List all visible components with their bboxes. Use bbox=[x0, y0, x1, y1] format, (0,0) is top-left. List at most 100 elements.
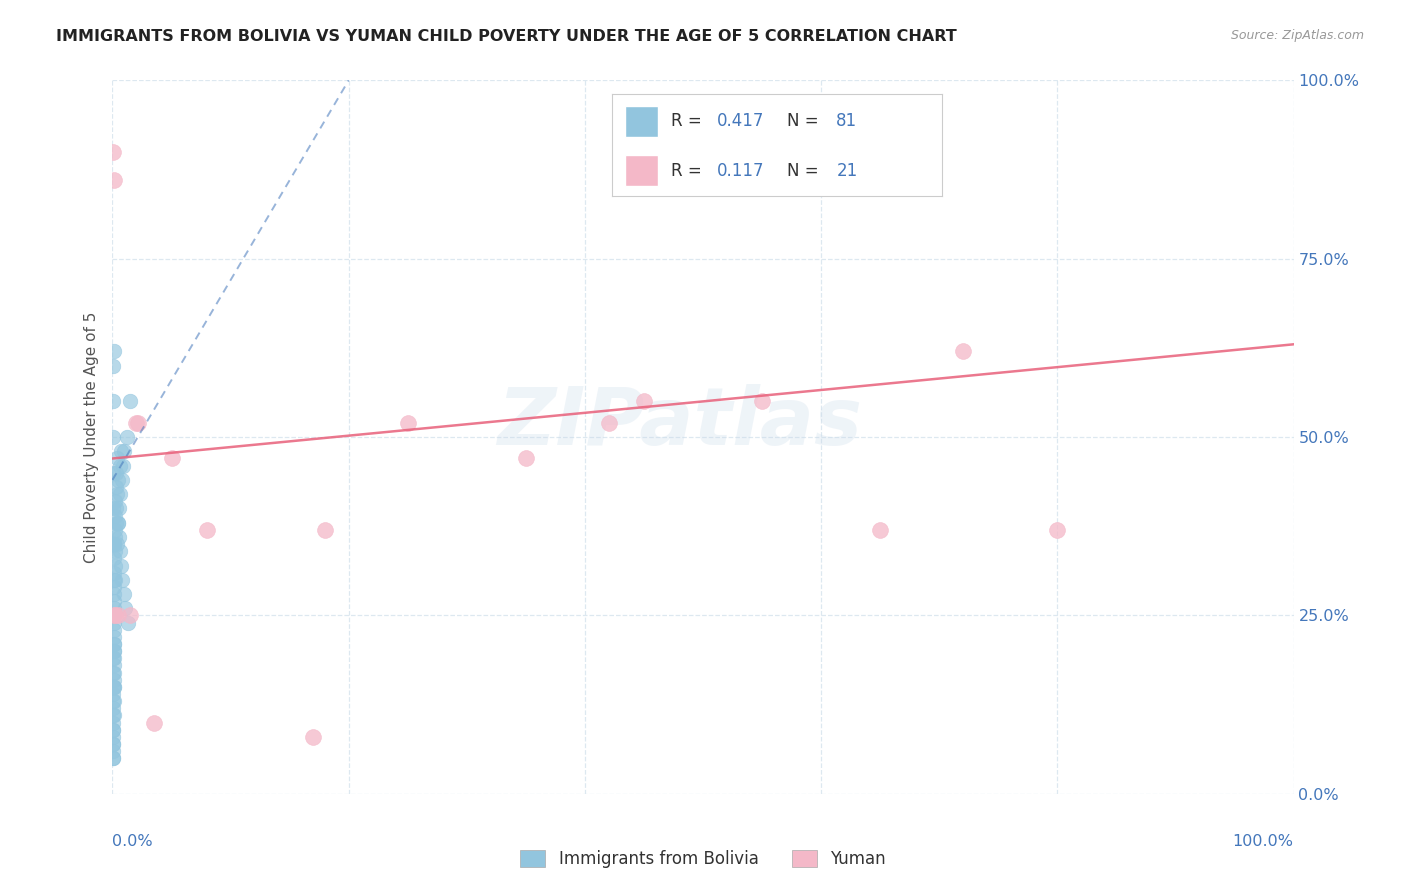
Point bbox=[101, 708, 124, 723]
Point bbox=[103, 551, 125, 566]
Point bbox=[103, 637, 125, 651]
Y-axis label: Child Poverty Under the Age of 5: Child Poverty Under the Age of 5 bbox=[84, 311, 100, 563]
Point bbox=[142, 715, 165, 730]
Point bbox=[107, 608, 129, 623]
Text: Source: ZipAtlas.com: Source: ZipAtlas.com bbox=[1230, 29, 1364, 42]
Point bbox=[103, 580, 125, 594]
Point bbox=[104, 530, 127, 544]
Point bbox=[125, 416, 148, 430]
Point bbox=[103, 608, 125, 623]
Point bbox=[103, 651, 125, 665]
Point bbox=[117, 615, 139, 630]
Point bbox=[103, 694, 125, 708]
Legend: Immigrants from Bolivia, Yuman: Immigrants from Bolivia, Yuman bbox=[513, 843, 893, 875]
Point bbox=[103, 537, 125, 551]
Point bbox=[103, 344, 125, 359]
Point bbox=[103, 466, 125, 480]
Point bbox=[103, 715, 125, 730]
Point bbox=[104, 508, 127, 523]
Text: 100.0%: 100.0% bbox=[1233, 834, 1294, 848]
Point bbox=[101, 730, 124, 744]
Point bbox=[103, 737, 125, 751]
Point bbox=[396, 416, 419, 430]
Point bbox=[515, 451, 537, 466]
Text: 21: 21 bbox=[837, 161, 858, 179]
Point bbox=[103, 701, 125, 715]
Point bbox=[101, 751, 124, 765]
Point bbox=[103, 145, 125, 159]
Point bbox=[107, 473, 129, 487]
Point bbox=[103, 594, 125, 608]
Point bbox=[103, 501, 125, 516]
Point bbox=[103, 673, 125, 687]
Point bbox=[103, 708, 125, 723]
Point bbox=[108, 501, 131, 516]
Point bbox=[101, 737, 124, 751]
Point bbox=[103, 687, 125, 701]
Point bbox=[103, 537, 125, 551]
Point bbox=[104, 523, 127, 537]
Point bbox=[314, 523, 336, 537]
Point bbox=[869, 523, 891, 537]
Point bbox=[101, 359, 124, 373]
Bar bbox=[624, 106, 658, 136]
Point bbox=[103, 630, 125, 644]
Point bbox=[105, 501, 128, 516]
Point bbox=[1046, 523, 1069, 537]
Point bbox=[103, 651, 125, 665]
Point bbox=[101, 751, 124, 765]
Text: 0.117: 0.117 bbox=[717, 161, 765, 179]
Point bbox=[103, 615, 125, 630]
Point bbox=[120, 608, 142, 623]
Point bbox=[103, 573, 125, 587]
Point bbox=[104, 494, 127, 508]
Point bbox=[108, 487, 131, 501]
Point bbox=[104, 516, 127, 530]
Point bbox=[103, 665, 125, 680]
Point bbox=[160, 451, 183, 466]
Point bbox=[112, 587, 135, 601]
Point bbox=[110, 558, 132, 573]
Point bbox=[120, 394, 142, 409]
Point bbox=[101, 723, 124, 737]
Point bbox=[103, 680, 125, 694]
Point bbox=[103, 744, 125, 758]
Bar bbox=[624, 155, 658, 186]
Text: 0.417: 0.417 bbox=[717, 112, 765, 130]
Point bbox=[103, 658, 125, 673]
Point bbox=[105, 451, 128, 466]
Point bbox=[105, 487, 128, 501]
Point bbox=[103, 723, 125, 737]
Point bbox=[111, 473, 134, 487]
Text: R =: R = bbox=[671, 161, 702, 179]
Point bbox=[114, 601, 136, 615]
Point bbox=[103, 644, 125, 658]
Point bbox=[127, 416, 149, 430]
Point bbox=[111, 573, 134, 587]
Point bbox=[107, 516, 129, 530]
Point bbox=[103, 587, 125, 601]
Point bbox=[952, 344, 974, 359]
Point bbox=[302, 730, 325, 744]
Point bbox=[103, 623, 125, 637]
Point bbox=[103, 665, 125, 680]
Point bbox=[103, 608, 125, 623]
Point bbox=[101, 430, 124, 444]
Point bbox=[598, 416, 620, 430]
Point bbox=[104, 480, 127, 494]
Text: ZIPatlas: ZIPatlas bbox=[496, 384, 862, 462]
Point bbox=[115, 430, 138, 444]
Text: 81: 81 bbox=[837, 112, 858, 130]
Point bbox=[107, 530, 129, 544]
Point bbox=[112, 444, 135, 458]
Text: R =: R = bbox=[671, 112, 702, 130]
Point bbox=[108, 458, 131, 473]
Point bbox=[112, 458, 135, 473]
Point bbox=[101, 394, 124, 409]
Point bbox=[104, 558, 127, 573]
Point bbox=[107, 516, 129, 530]
Point bbox=[108, 544, 131, 558]
Point bbox=[103, 680, 125, 694]
Point bbox=[103, 173, 125, 187]
Point bbox=[751, 394, 773, 409]
